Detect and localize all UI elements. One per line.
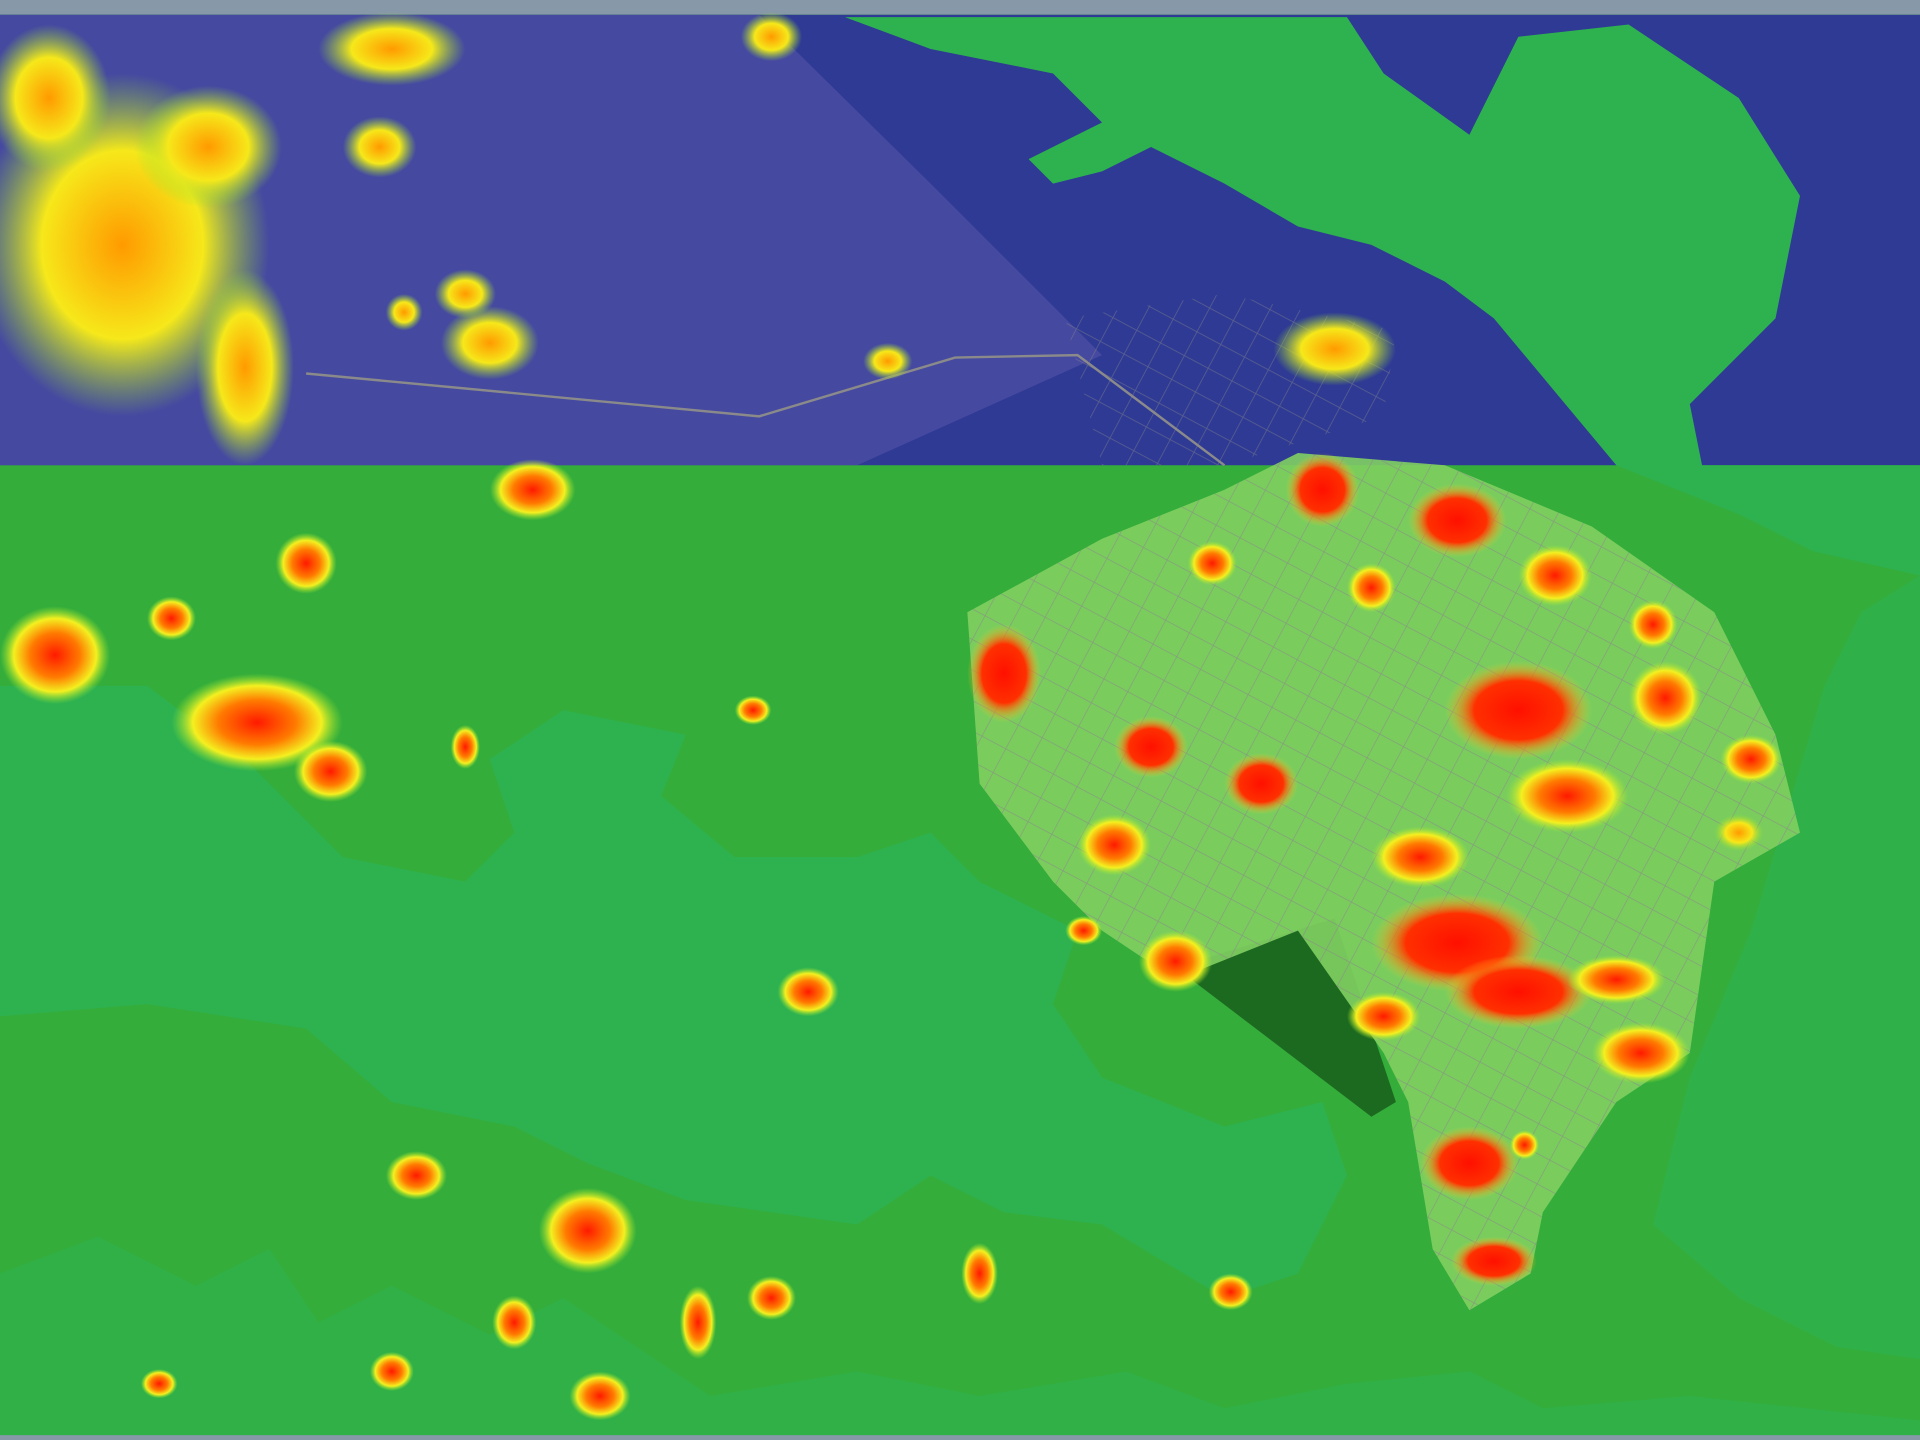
- heat-blob: [1138, 930, 1213, 992]
- heat-blob: [1208, 1273, 1253, 1311]
- heat-blob: [961, 1242, 998, 1305]
- water-bay: [0, 685, 1347, 1298]
- heat-blob: [1371, 826, 1470, 888]
- heat-blob: [1077, 814, 1152, 876]
- heat-blob: [434, 269, 496, 319]
- heat-blob: [134, 85, 282, 209]
- heat-blob: [450, 724, 480, 769]
- heat-blob: [1720, 734, 1782, 784]
- heat-blob: [1224, 753, 1298, 815]
- heat-blob: [569, 1371, 631, 1421]
- heat-blob: [318, 12, 466, 86]
- heat-blob: [293, 740, 368, 803]
- heat-blob: [1628, 600, 1678, 649]
- heat-blob: [1187, 541, 1237, 586]
- heat-blob: [171, 673, 343, 772]
- heat-blob: [1444, 955, 1592, 1029]
- heat-blob: [679, 1285, 717, 1360]
- heat-blob: [1509, 1130, 1540, 1160]
- heat-blob: [1444, 661, 1592, 760]
- heat-blob: [1591, 1022, 1690, 1084]
- water-east: [1653, 575, 1920, 1360]
- heat-blob: [440, 306, 539, 380]
- heat-blob: [140, 1368, 178, 1399]
- heat-blob: [275, 532, 337, 594]
- heat-blob: [0, 24, 111, 172]
- heat-blob: [1714, 814, 1764, 852]
- heat-blob: [863, 342, 913, 380]
- heat-blob: [1273, 312, 1396, 386]
- heat-blob: [1506, 759, 1629, 833]
- heat-blob: [1114, 716, 1188, 778]
- heat-blob: [1065, 915, 1103, 946]
- heat-blob: [1451, 1236, 1537, 1286]
- heat-blob: [777, 967, 839, 1017]
- heat-blobs: [0, 12, 1782, 1421]
- heat-blob: [492, 1295, 537, 1350]
- heat-blob: [0, 606, 111, 705]
- heat-blob: [489, 459, 576, 521]
- city-road-grid: [967, 453, 1800, 1311]
- heat-blob: [1518, 544, 1592, 607]
- heat-blob: [342, 116, 417, 178]
- heat-blob: [146, 596, 196, 641]
- heat-blob: [1285, 453, 1360, 527]
- lake-north: [844, 17, 1920, 576]
- heat-blob: [385, 293, 423, 331]
- heat-blob: [1408, 483, 1507, 558]
- water-south: [0, 1236, 1920, 1436]
- heat-blob: [1420, 1126, 1519, 1200]
- heat-blob: [746, 1275, 796, 1320]
- heat-blob: [195, 269, 294, 466]
- heat-blob: [385, 1151, 447, 1200]
- heat-blob: [734, 695, 772, 725]
- highway: [306, 353, 1226, 467]
- heat-blob: [369, 1351, 414, 1392]
- heat-blob: [1628, 661, 1703, 735]
- heat-blob: [1346, 563, 1396, 613]
- heat-blob: [740, 12, 803, 62]
- heat-blob: [1346, 991, 1421, 1041]
- heat-blob: [967, 624, 1041, 723]
- heat-blob: [1567, 955, 1666, 1005]
- heat-blob: [538, 1187, 637, 1274]
